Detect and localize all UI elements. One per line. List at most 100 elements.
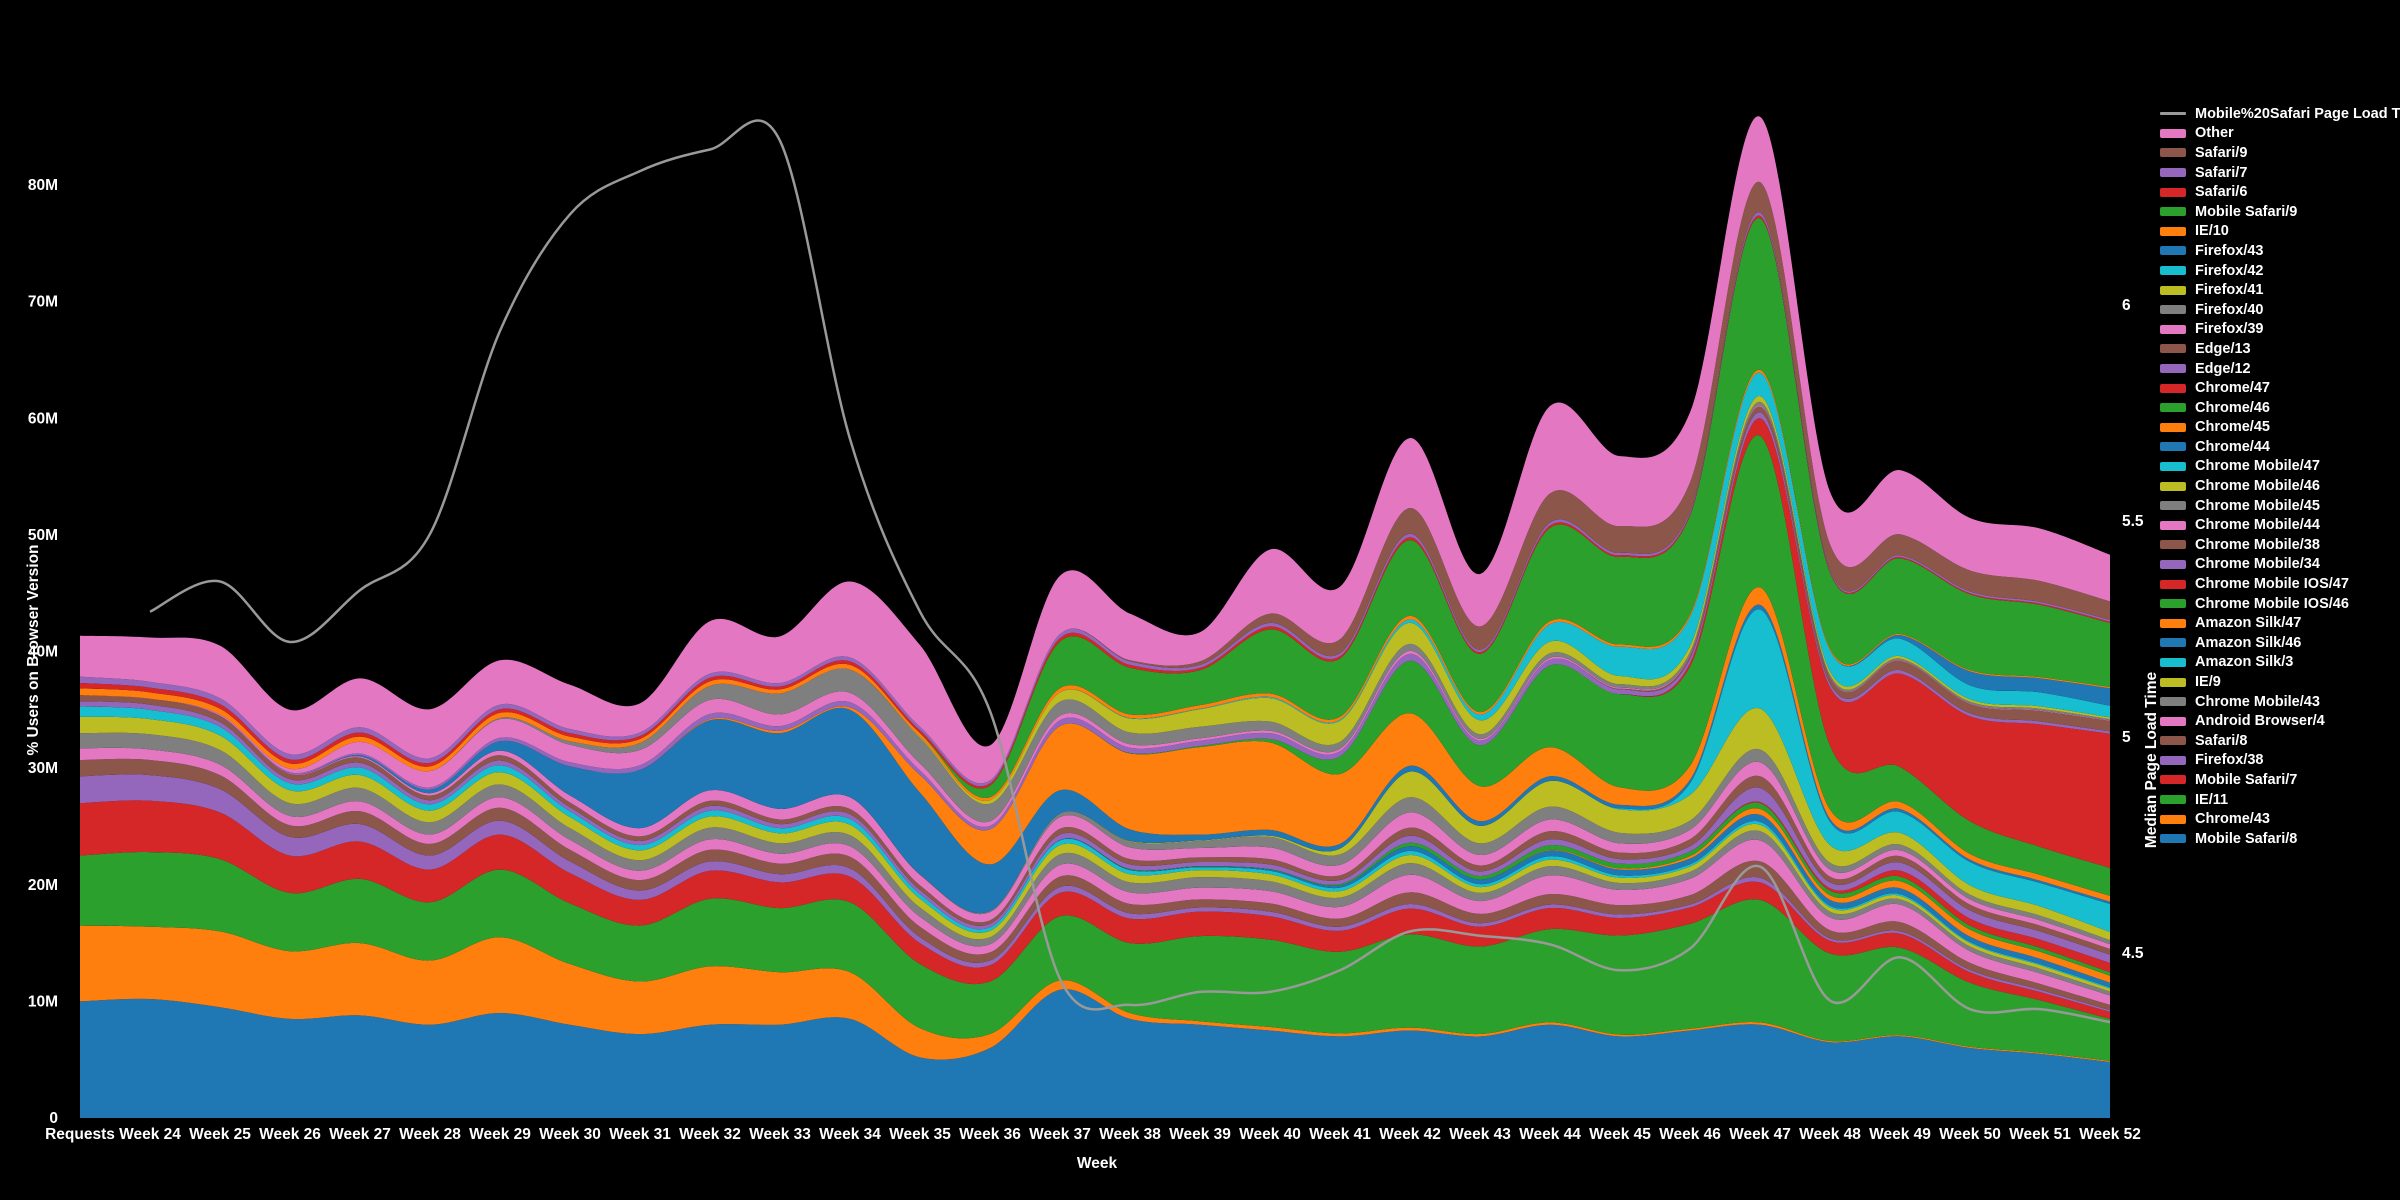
legend-item-amazon-silk-47[interactable]: Amazon Silk/47	[2160, 613, 2400, 633]
y-left-tick-label: 80M	[28, 177, 58, 194]
legend-color-swatch-icon	[2160, 795, 2186, 805]
legend-color-swatch-icon	[2160, 677, 2186, 687]
legend-item-edge-12[interactable]: Edge/12	[2160, 359, 2400, 379]
legend: Mobile%20Safari Page Load Time Other Safar…	[2160, 104, 2400, 849]
y-axis-left-tick-labels: 0 10M 20M 30M 40M 50M 60M 70M 80M	[28, 177, 58, 1127]
legend-item-ie-9[interactable]: IE/9	[2160, 672, 2400, 692]
y-axis-right-title: Median Page Load Time	[2143, 671, 2160, 848]
legend-item-safari-6[interactable]: Safari/6	[2160, 182, 2400, 202]
legend-color-swatch-icon	[2160, 383, 2186, 393]
legend-item-chrome-mobile-43[interactable]: Chrome Mobile/43	[2160, 692, 2400, 712]
legend-item-amazon-silk-46[interactable]: Amazon Silk/46	[2160, 633, 2400, 653]
legend-item-safari-7[interactable]: Safari/7	[2160, 163, 2400, 183]
legend-item-android-browser-4[interactable]: Android Browser/4	[2160, 711, 2400, 731]
legend-item-mobile-20safari-page-load-time[interactable]: Mobile%20Safari Page Load Time	[2160, 104, 2400, 124]
legend-item-firefox-43[interactable]: Firefox/43	[2160, 241, 2400, 261]
legend-color-swatch-icon	[2160, 579, 2186, 589]
legend-item-chrome-mobile-44[interactable]: Chrome Mobile/44	[2160, 515, 2400, 535]
legend-item-firefox-42[interactable]: Firefox/42	[2160, 261, 2400, 281]
area-chrome-43	[80, 925, 2110, 1063]
legend-label: Mobile%20Safari Page Load Time	[2195, 105, 2400, 122]
legend-color-swatch-icon	[2160, 403, 2186, 413]
legend-color-swatch-icon	[2160, 187, 2186, 197]
legend-color-swatch-icon	[2160, 442, 2186, 452]
x-tick-label: Week 29	[469, 1126, 531, 1143]
legend-label: Other	[2195, 125, 2234, 142]
area-mobile-safari-9	[80, 217, 2110, 799]
legend-item-ie-10[interactable]: IE/10	[2160, 222, 2400, 242]
legend-label: Safari/6	[2195, 184, 2248, 201]
y-axis-left-title: % Users on Browser Version	[25, 544, 42, 755]
x-tick-label: Week 42	[1379, 1126, 1441, 1143]
legend-item-edge-13[interactable]: Edge/13	[2160, 339, 2400, 359]
legend-item-firefox-40[interactable]: Firefox/40	[2160, 300, 2400, 320]
legend-item-amazon-silk-3[interactable]: Amazon Silk/3	[2160, 653, 2400, 673]
legend-label: Chrome Mobile/43	[2195, 693, 2320, 710]
legend-item-chrome-46[interactable]: Chrome/46	[2160, 398, 2400, 418]
legend-item-firefox-38[interactable]: Firefox/38	[2160, 751, 2400, 771]
legend-color-swatch-icon	[2160, 246, 2186, 256]
legend-color-swatch-icon	[2160, 128, 2186, 138]
legend-item-mobile-safari-9[interactable]: Mobile Safari/9	[2160, 202, 2400, 222]
legend-label: Edge/12	[2195, 360, 2251, 377]
legend-item-chrome-mobile-47[interactable]: Chrome Mobile/47	[2160, 457, 2400, 477]
y-left-tick-label: 30M	[28, 760, 58, 777]
legend-label: Firefox/38	[2195, 752, 2264, 769]
area-mobile-safari-8	[80, 989, 2110, 1118]
x-tick-label: Week 31	[609, 1126, 671, 1143]
x-axis-tick-labels: Requests Week 24 Week 25 Week 26 Week 27 Week…	[45, 1126, 2141, 1143]
legend-item-chrome-44[interactable]: Chrome/44	[2160, 437, 2400, 457]
legend-item-chrome-mobile-ios-46[interactable]: Chrome Mobile IOS/46	[2160, 594, 2400, 614]
legend-item-firefox-41[interactable]: Firefox/41	[2160, 280, 2400, 300]
legend-item-safari-8[interactable]: Safari/8	[2160, 731, 2400, 751]
area-chrome-45	[80, 587, 2110, 902]
legend-label: Chrome/44	[2195, 438, 2270, 455]
legend-label: Safari/8	[2195, 732, 2248, 749]
legend-color-swatch-icon	[2160, 481, 2186, 491]
x-tick-label: Requests	[45, 1126, 115, 1143]
x-tick-label: Week 41	[1309, 1126, 1371, 1143]
legend-color-swatch-icon	[2160, 148, 2186, 158]
y-left-tick-label: 20M	[28, 877, 58, 894]
legend-item-chrome-mobile-ios-47[interactable]: Chrome Mobile IOS/47	[2160, 574, 2400, 594]
legend-label: Safari/9	[2195, 144, 2248, 161]
legend-item-chrome-mobile-34[interactable]: Chrome Mobile/34	[2160, 555, 2400, 575]
legend-color-swatch-icon	[2160, 716, 2186, 726]
legend-item-ie-11[interactable]: IE/11	[2160, 790, 2400, 810]
legend-item-chrome-45[interactable]: Chrome/45	[2160, 418, 2400, 438]
x-tick-label: Week 49	[1869, 1126, 1931, 1143]
y-left-tick-label: 10M	[28, 993, 58, 1010]
page-load-time-line	[149, 119, 2111, 1024]
area-chrome-46	[80, 435, 2110, 896]
legend-item-other[interactable]: Other	[2160, 124, 2400, 144]
x-tick-label: Week 47	[1729, 1126, 1791, 1143]
x-tick-label: Week 44	[1519, 1126, 1581, 1143]
legend-item-chrome-mobile-46[interactable]: Chrome Mobile/46	[2160, 476, 2400, 496]
x-tick-label: Week 37	[1029, 1126, 1091, 1143]
legend-label: Chrome Mobile/44	[2195, 517, 2320, 534]
legend-color-swatch-icon	[2160, 559, 2186, 569]
x-tick-label: Week 45	[1589, 1126, 1651, 1143]
stacked-areas	[80, 116, 2110, 1118]
x-tick-label: Week 27	[329, 1126, 391, 1143]
legend-line-swatch-icon	[2160, 112, 2186, 116]
legend-color-swatch-icon	[2160, 285, 2186, 295]
legend-color-swatch-icon	[2160, 775, 2186, 785]
legend-item-chrome-mobile-38[interactable]: Chrome Mobile/38	[2160, 535, 2400, 555]
legend-item-chrome-mobile-45[interactable]: Chrome Mobile/45	[2160, 496, 2400, 516]
legend-item-mobile-safari-8[interactable]: Mobile Safari/8	[2160, 829, 2400, 849]
x-tick-label: Week 43	[1449, 1126, 1511, 1143]
legend-item-chrome-43[interactable]: Chrome/43	[2160, 809, 2400, 829]
legend-label: Android Browser/4	[2195, 713, 2325, 730]
legend-color-swatch-icon	[2160, 657, 2186, 667]
legend-item-firefox-39[interactable]: Firefox/39	[2160, 320, 2400, 340]
y-axis-right-tick-labels: 4.5 5 5.5 6	[2122, 297, 2144, 962]
x-tick-label: Week 38	[1099, 1126, 1161, 1143]
legend-color-swatch-icon	[2160, 540, 2186, 550]
legend-item-mobile-safari-7[interactable]: Mobile Safari/7	[2160, 770, 2400, 790]
legend-item-safari-9[interactable]: Safari/9	[2160, 143, 2400, 163]
legend-item-chrome-47[interactable]: Chrome/47	[2160, 378, 2400, 398]
y-right-tick-label: 4.5	[2122, 945, 2144, 962]
legend-color-swatch-icon	[2160, 266, 2186, 276]
legend-color-swatch-icon	[2160, 305, 2186, 315]
